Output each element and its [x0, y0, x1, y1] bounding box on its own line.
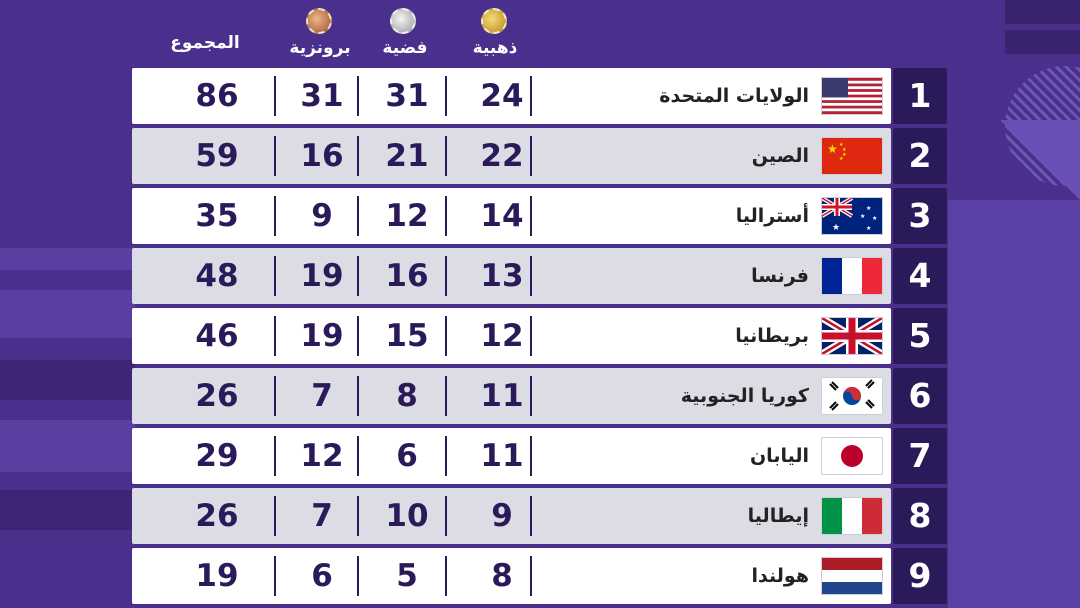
bronze-value: 6: [311, 558, 333, 594]
svg-text:★: ★: [866, 225, 871, 232]
rank-badge: 6: [893, 368, 947, 424]
bronze-value: 7: [311, 378, 333, 414]
silver-value: 5: [396, 558, 418, 594]
total-value: 35: [195, 198, 239, 234]
gold-value: 24: [480, 78, 524, 114]
rank-badge: 1: [893, 68, 947, 124]
gold-value: 14: [480, 198, 524, 234]
usa-flag: [822, 78, 882, 114]
rank-badge: 7: [893, 428, 947, 484]
svg-text:★: ★: [839, 156, 844, 162]
header-total: المجموع: [170, 33, 240, 53]
france-flag: [822, 258, 882, 294]
total-value: 86: [195, 78, 239, 114]
country-name: الصين: [751, 145, 809, 167]
svg-text:★: ★: [866, 205, 871, 212]
rank-badge: 4: [893, 248, 947, 304]
column-headers: ذهبية فضية برونزية المجموع: [0, 0, 1080, 66]
gold-value: 8: [491, 558, 513, 594]
total-value: 48: [195, 258, 239, 294]
rank-badge: 3: [893, 188, 947, 244]
total-value: 26: [195, 498, 239, 534]
silver-value: 31: [385, 78, 429, 114]
gold-value: 13: [480, 258, 524, 294]
svg-text:★: ★: [827, 142, 838, 156]
gold-value: 11: [480, 378, 524, 414]
netherlands-flag: [822, 558, 882, 594]
bronze-value: 31: [300, 78, 344, 114]
svg-text:★: ★: [842, 152, 847, 158]
gold-value: 9: [491, 498, 513, 534]
bronze-value: 9: [311, 198, 333, 234]
total-value: 29: [195, 438, 239, 474]
bronze-medal-icon: [306, 8, 332, 34]
country-name: أستراليا: [735, 205, 809, 227]
header-silver: فضية: [382, 38, 428, 58]
country-name: الولايات المتحدة: [659, 85, 809, 107]
silver-value: 16: [385, 258, 429, 294]
silver-value: 21: [385, 138, 429, 174]
header-gold: ذهبية: [472, 38, 518, 58]
total-value: 59: [195, 138, 239, 174]
bronze-value: 19: [300, 258, 344, 294]
header-bronze: برونزية: [289, 38, 351, 58]
total-value: 46: [195, 318, 239, 354]
uk-flag: [822, 318, 882, 354]
rank-badge: 2: [893, 128, 947, 184]
total-value: 19: [195, 558, 239, 594]
gold-value: 12: [480, 318, 524, 354]
silver-value: 8: [396, 378, 418, 414]
rank-badge: 9: [893, 548, 947, 604]
china-flag: ★ ★ ★ ★ ★: [822, 138, 882, 174]
japan-flag: [822, 438, 882, 474]
bronze-value: 19: [300, 318, 344, 354]
gold-value: 22: [480, 138, 524, 174]
country-name: إيطاليا: [747, 505, 809, 527]
total-value: 26: [195, 378, 239, 414]
silver-value: 10: [385, 498, 429, 534]
country-name: فرنسا: [751, 265, 809, 287]
svg-text:★: ★: [842, 147, 847, 153]
silver-value: 12: [385, 198, 429, 234]
rank-badge: 5: [893, 308, 947, 364]
country-name: هولندا: [751, 565, 809, 587]
silver-value: 15: [385, 318, 429, 354]
italy-flag: [822, 498, 882, 534]
bronze-value: 16: [300, 138, 344, 174]
australia-flag: ★ ★ ★ ★ ★: [822, 198, 882, 234]
country-name: اليابان: [749, 445, 809, 467]
rank-badge: 8: [893, 488, 947, 544]
svg-text:★: ★: [839, 142, 844, 148]
country-name: بريطانيا: [735, 325, 809, 347]
svg-text:★: ★: [872, 215, 877, 222]
silver-value: 6: [396, 438, 418, 474]
silver-medal-icon: [390, 8, 416, 34]
gold-medal-icon: [481, 8, 507, 34]
bronze-value: 12: [300, 438, 344, 474]
svg-text:★: ★: [832, 223, 840, 233]
svg-text:★: ★: [860, 213, 865, 220]
gold-value: 11: [480, 438, 524, 474]
country-name: كوريا الجنوبية: [680, 385, 809, 407]
south-korea-flag: [822, 378, 882, 414]
bronze-value: 7: [311, 498, 333, 534]
